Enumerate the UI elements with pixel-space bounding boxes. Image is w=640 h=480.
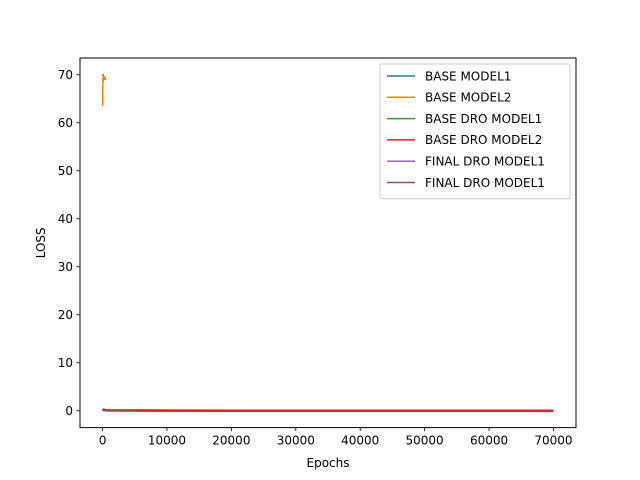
plot-frame (79, 57, 577, 429)
x-tick-label: 50000 (406, 434, 444, 448)
legend-label-6: FINAL DRO MODEL1 (425, 176, 545, 190)
y-tick-label: 50 (58, 164, 73, 178)
y-tick-label: 30 (58, 260, 73, 274)
legend-box (379, 63, 571, 200)
y-tick-label: 70 (58, 68, 73, 82)
y-tick-label: 10 (58, 356, 73, 370)
x-tick-label: 0 (99, 434, 107, 448)
legend-label-2: BASE MODEL2 (425, 91, 511, 105)
series-line-2 (101, 75, 107, 107)
x-axis-ticks: 0 10000 20000 30000 40000 50000 60000 70000 (99, 427, 573, 448)
x-tick-label: 20000 (212, 434, 250, 448)
y-tick-label: 0 (65, 404, 73, 418)
x-tick-label: 30000 (277, 434, 315, 448)
y-axis-label: LOSS (34, 227, 48, 258)
legend-label-3: BASE DRO MODEL1 (425, 112, 542, 126)
legend: BASE MODEL1 BASE MODEL2 BASE DRO MODEL1 BAS… (379, 63, 571, 200)
x-tick-label: 60000 (470, 434, 508, 448)
legend-label-1: BASE MODEL1 (425, 69, 511, 83)
y-tick-label: 40 (58, 212, 73, 226)
x-tick-label: 70000 (534, 434, 572, 448)
y-axis-ticks: 0 10 20 30 40 50 60 70 (58, 68, 80, 418)
series-line-6 (102, 409, 135, 412)
legend-label-5: FINAL DRO MODEL1 (425, 155, 545, 169)
series-line-4 (101, 408, 554, 412)
x-tick-label: 40000 (341, 434, 379, 448)
legend-label-4: BASE DRO MODEL2 (425, 133, 542, 147)
series-layer (101, 73, 554, 412)
x-tick-label: 10000 (148, 434, 186, 448)
x-axis-label: Epochs (307, 456, 350, 470)
y-tick-label: 60 (58, 116, 73, 130)
y-tick-label: 20 (58, 308, 73, 322)
